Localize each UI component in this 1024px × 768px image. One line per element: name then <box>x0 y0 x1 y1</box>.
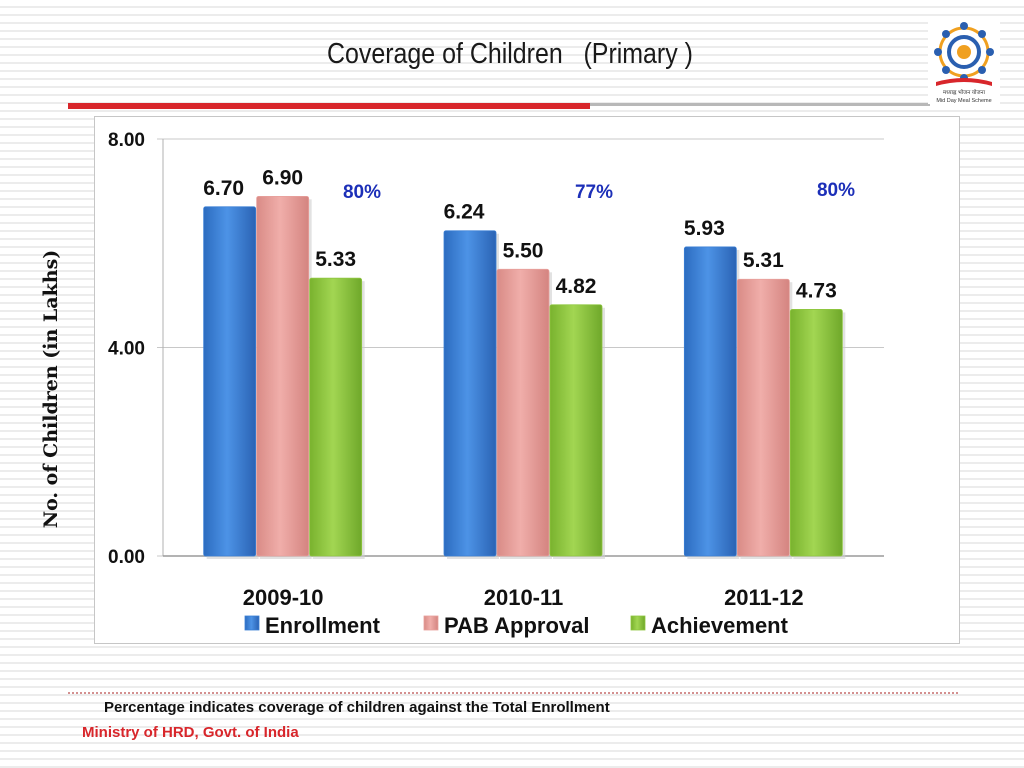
data-label: 5.50 <box>503 239 544 262</box>
data-label: 6.70 <box>203 177 244 200</box>
data-label: 4.82 <box>556 275 597 298</box>
data-label: 5.93 <box>684 217 725 240</box>
coverage-percent-label: 80% <box>817 180 855 201</box>
data-label: 6.24 <box>444 201 485 224</box>
y-tick-label: 4.00 <box>108 339 145 360</box>
source-credit: Ministry of HRD, Govt. of India <box>82 724 299 741</box>
page-title: Coverage of Children (Primary ) <box>327 38 693 70</box>
x-tick-label: 2009-10 <box>243 585 324 610</box>
data-label: 6.90 <box>262 166 303 189</box>
title-rule <box>590 103 930 106</box>
y-axis-label: No. of Children (in Lakhs) <box>40 249 62 529</box>
legend-label: PAB Approval <box>444 613 589 638</box>
bar-enrollment <box>683 246 737 557</box>
chart-footnote: Percentage indicates coverage of childre… <box>104 699 610 716</box>
bar-pab-approval <box>736 278 790 557</box>
bar-enrollment <box>203 206 257 557</box>
data-label: 5.31 <box>743 249 784 272</box>
legend-label: Enrollment <box>265 613 381 638</box>
mid-day-meal-logo: मध्याह्न भोजन योजना Mid Day Meal Scheme <box>928 16 1000 104</box>
data-label: 4.73 <box>796 279 837 302</box>
legend-swatch-achievement <box>630 615 646 631</box>
bar-achievement <box>789 309 843 557</box>
bar-enrollment <box>443 230 497 557</box>
legend-label: Achievement <box>651 613 789 638</box>
x-tick-label: 2011-12 <box>724 585 804 610</box>
data-label: 5.33 <box>315 248 356 271</box>
title-rule-accent <box>68 103 590 109</box>
legend-swatch-enrollment <box>244 615 260 631</box>
footer-divider <box>68 692 958 694</box>
y-tick-label: 0.00 <box>108 547 145 568</box>
bar-achievement <box>549 304 603 557</box>
legend-swatch-pab-approval <box>423 615 439 631</box>
coverage-percent-label: 80% <box>343 182 381 203</box>
logo-emblem-icon <box>934 22 994 86</box>
logo-text-hindi: मध्याह्न भोजन योजना <box>943 89 986 96</box>
bar-pab-approval <box>256 195 310 557</box>
logo-text-english: Mid Day Meal Scheme <box>936 98 991 104</box>
bar-pab-approval <box>496 268 550 557</box>
x-tick-label: 2010-11 <box>484 585 564 610</box>
coverage-percent-label: 77% <box>575 182 613 203</box>
y-tick-label: 8.00 <box>108 130 145 151</box>
bar-achievement <box>309 277 363 557</box>
